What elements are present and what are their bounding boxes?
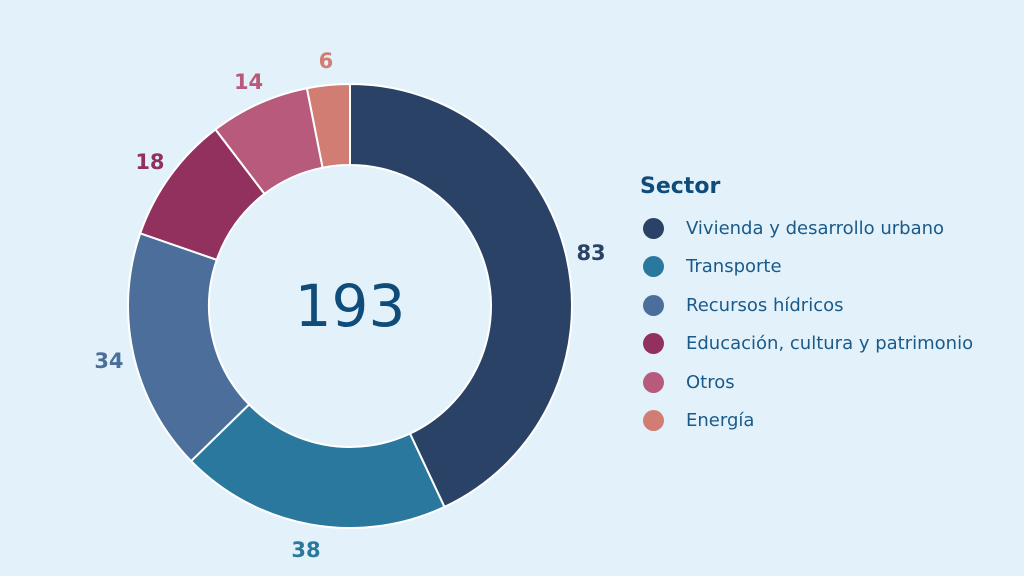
data-label-3: 18 (135, 150, 164, 174)
legend-item: Vivienda y desarrollo urbano (640, 209, 973, 248)
legend-swatch-icon (643, 371, 664, 393)
legend-item: Recursos hídricos (640, 286, 973, 325)
legend-swatch-icon (643, 294, 664, 316)
legend-item: Energía (640, 402, 973, 441)
legend-title: Sector (640, 174, 721, 199)
legend-label: Transporte (686, 256, 782, 278)
slice-1 (189, 403, 446, 529)
legend-swatch-icon (643, 217, 664, 239)
legend-item: Educación, cultura y patrimonio (640, 325, 973, 364)
slice-0 (349, 82, 573, 509)
data-label-0: 83 (576, 241, 605, 265)
legend-label: Recursos hídricos (686, 294, 844, 316)
legend: Sector Vivienda y desarrollo urbano Trans… (640, 174, 973, 440)
legend-swatch-icon (643, 333, 664, 355)
center-total: 193 (295, 272, 406, 340)
legend-item: Transporte (640, 248, 973, 287)
slice-5 (305, 82, 351, 169)
legend-item: Otros (640, 363, 973, 402)
legend-label: Vivienda y desarrollo urbano (686, 217, 945, 239)
legend-label: Energía (686, 410, 755, 432)
legend-swatch-icon (643, 410, 664, 432)
legend-label: Otros (686, 371, 735, 393)
legend-label: Educación, cultura y patrimonio (686, 333, 974, 355)
data-label-4: 14 (234, 70, 263, 94)
data-label-5: 6 (319, 49, 334, 73)
data-label-1: 38 (291, 538, 320, 562)
data-label-2: 34 (94, 349, 123, 373)
legend-swatch-icon (643, 256, 664, 278)
